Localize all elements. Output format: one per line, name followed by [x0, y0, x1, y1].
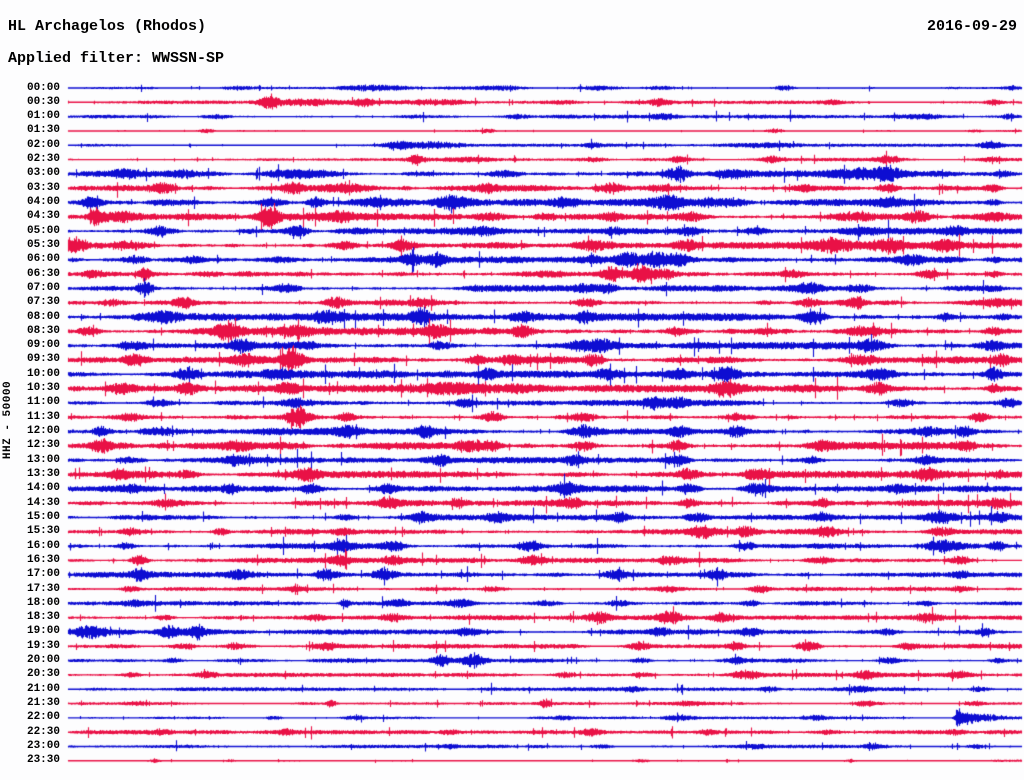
time-label-17:30: 17:30: [26, 582, 60, 595]
time-label-07:30: 07:30: [26, 296, 60, 309]
time-label-06:00: 06:00: [26, 253, 60, 266]
time-label-21:30: 21:30: [26, 697, 60, 710]
time-label-02:00: 02:00: [26, 138, 60, 151]
time-label-01:30: 01:30: [26, 124, 60, 137]
time-label-08:00: 08:00: [26, 310, 60, 323]
time-label-10:00: 10:00: [26, 367, 60, 380]
time-label-16:30: 16:30: [26, 553, 60, 566]
time-label-12:00: 12:00: [26, 425, 60, 438]
time-label-20:00: 20:00: [26, 654, 60, 667]
time-label-02:30: 02:30: [26, 153, 60, 166]
time-label-11:30: 11:30: [26, 410, 60, 423]
time-label-17:00: 17:00: [26, 568, 60, 581]
time-label-19:00: 19:00: [26, 625, 60, 638]
time-label-04:00: 04:00: [26, 196, 60, 209]
time-label-16:00: 16:00: [26, 539, 60, 552]
time-label-21:00: 21:00: [26, 682, 60, 695]
time-label-13:30: 13:30: [26, 468, 60, 480]
time-label-05:30: 05:30: [26, 238, 60, 251]
filter-label: Applied filter: WWSSN-SP: [8, 50, 225, 67]
time-label-14:30: 14:30: [26, 496, 60, 509]
time-label-15:30: 15:30: [26, 525, 60, 538]
time-label-10:30: 10:30: [26, 382, 60, 395]
time-label-00:30: 00:30: [26, 95, 60, 108]
date-label: 2016-09-29: [926, 18, 1017, 35]
time-label-15:00: 15:00: [26, 510, 60, 523]
time-label-01:00: 01:00: [26, 110, 60, 123]
time-label-20:30: 20:30: [26, 668, 60, 681]
time-label-22:00: 22:00: [26, 711, 60, 724]
time-label-08:30: 08:30: [26, 324, 60, 337]
time-label-22:30: 22:30: [26, 725, 60, 738]
station-title: HL Archagelos (Rhodos): [8, 18, 207, 35]
time-label-18:00: 18:00: [26, 596, 60, 609]
time-label-23:30: 23:30: [26, 754, 60, 767]
time-label-11:00: 11:00: [26, 396, 60, 409]
time-label-19:30: 19:30: [26, 639, 60, 652]
time-label-12:30: 12:30: [26, 439, 60, 452]
time-label-13:00: 13:00: [26, 453, 60, 466]
time-label-14:00: 14:00: [26, 482, 60, 495]
time-label-09:30: 09:30: [26, 353, 60, 366]
time-label-23:00: 23:00: [26, 739, 60, 752]
time-label-05:00: 05:00: [26, 224, 60, 237]
time-label-06:30: 06:30: [26, 267, 60, 280]
time-label-09:00: 09:00: [26, 339, 60, 352]
time-label-04:30: 04:30: [26, 210, 60, 223]
time-label-07:00: 07:00: [26, 281, 60, 294]
time-label-03:00: 03:00: [26, 167, 60, 180]
time-label-03:30: 03:30: [26, 181, 60, 194]
time-label-00:00: 00:00: [26, 81, 60, 94]
time-label-18:30: 18:30: [26, 611, 60, 624]
